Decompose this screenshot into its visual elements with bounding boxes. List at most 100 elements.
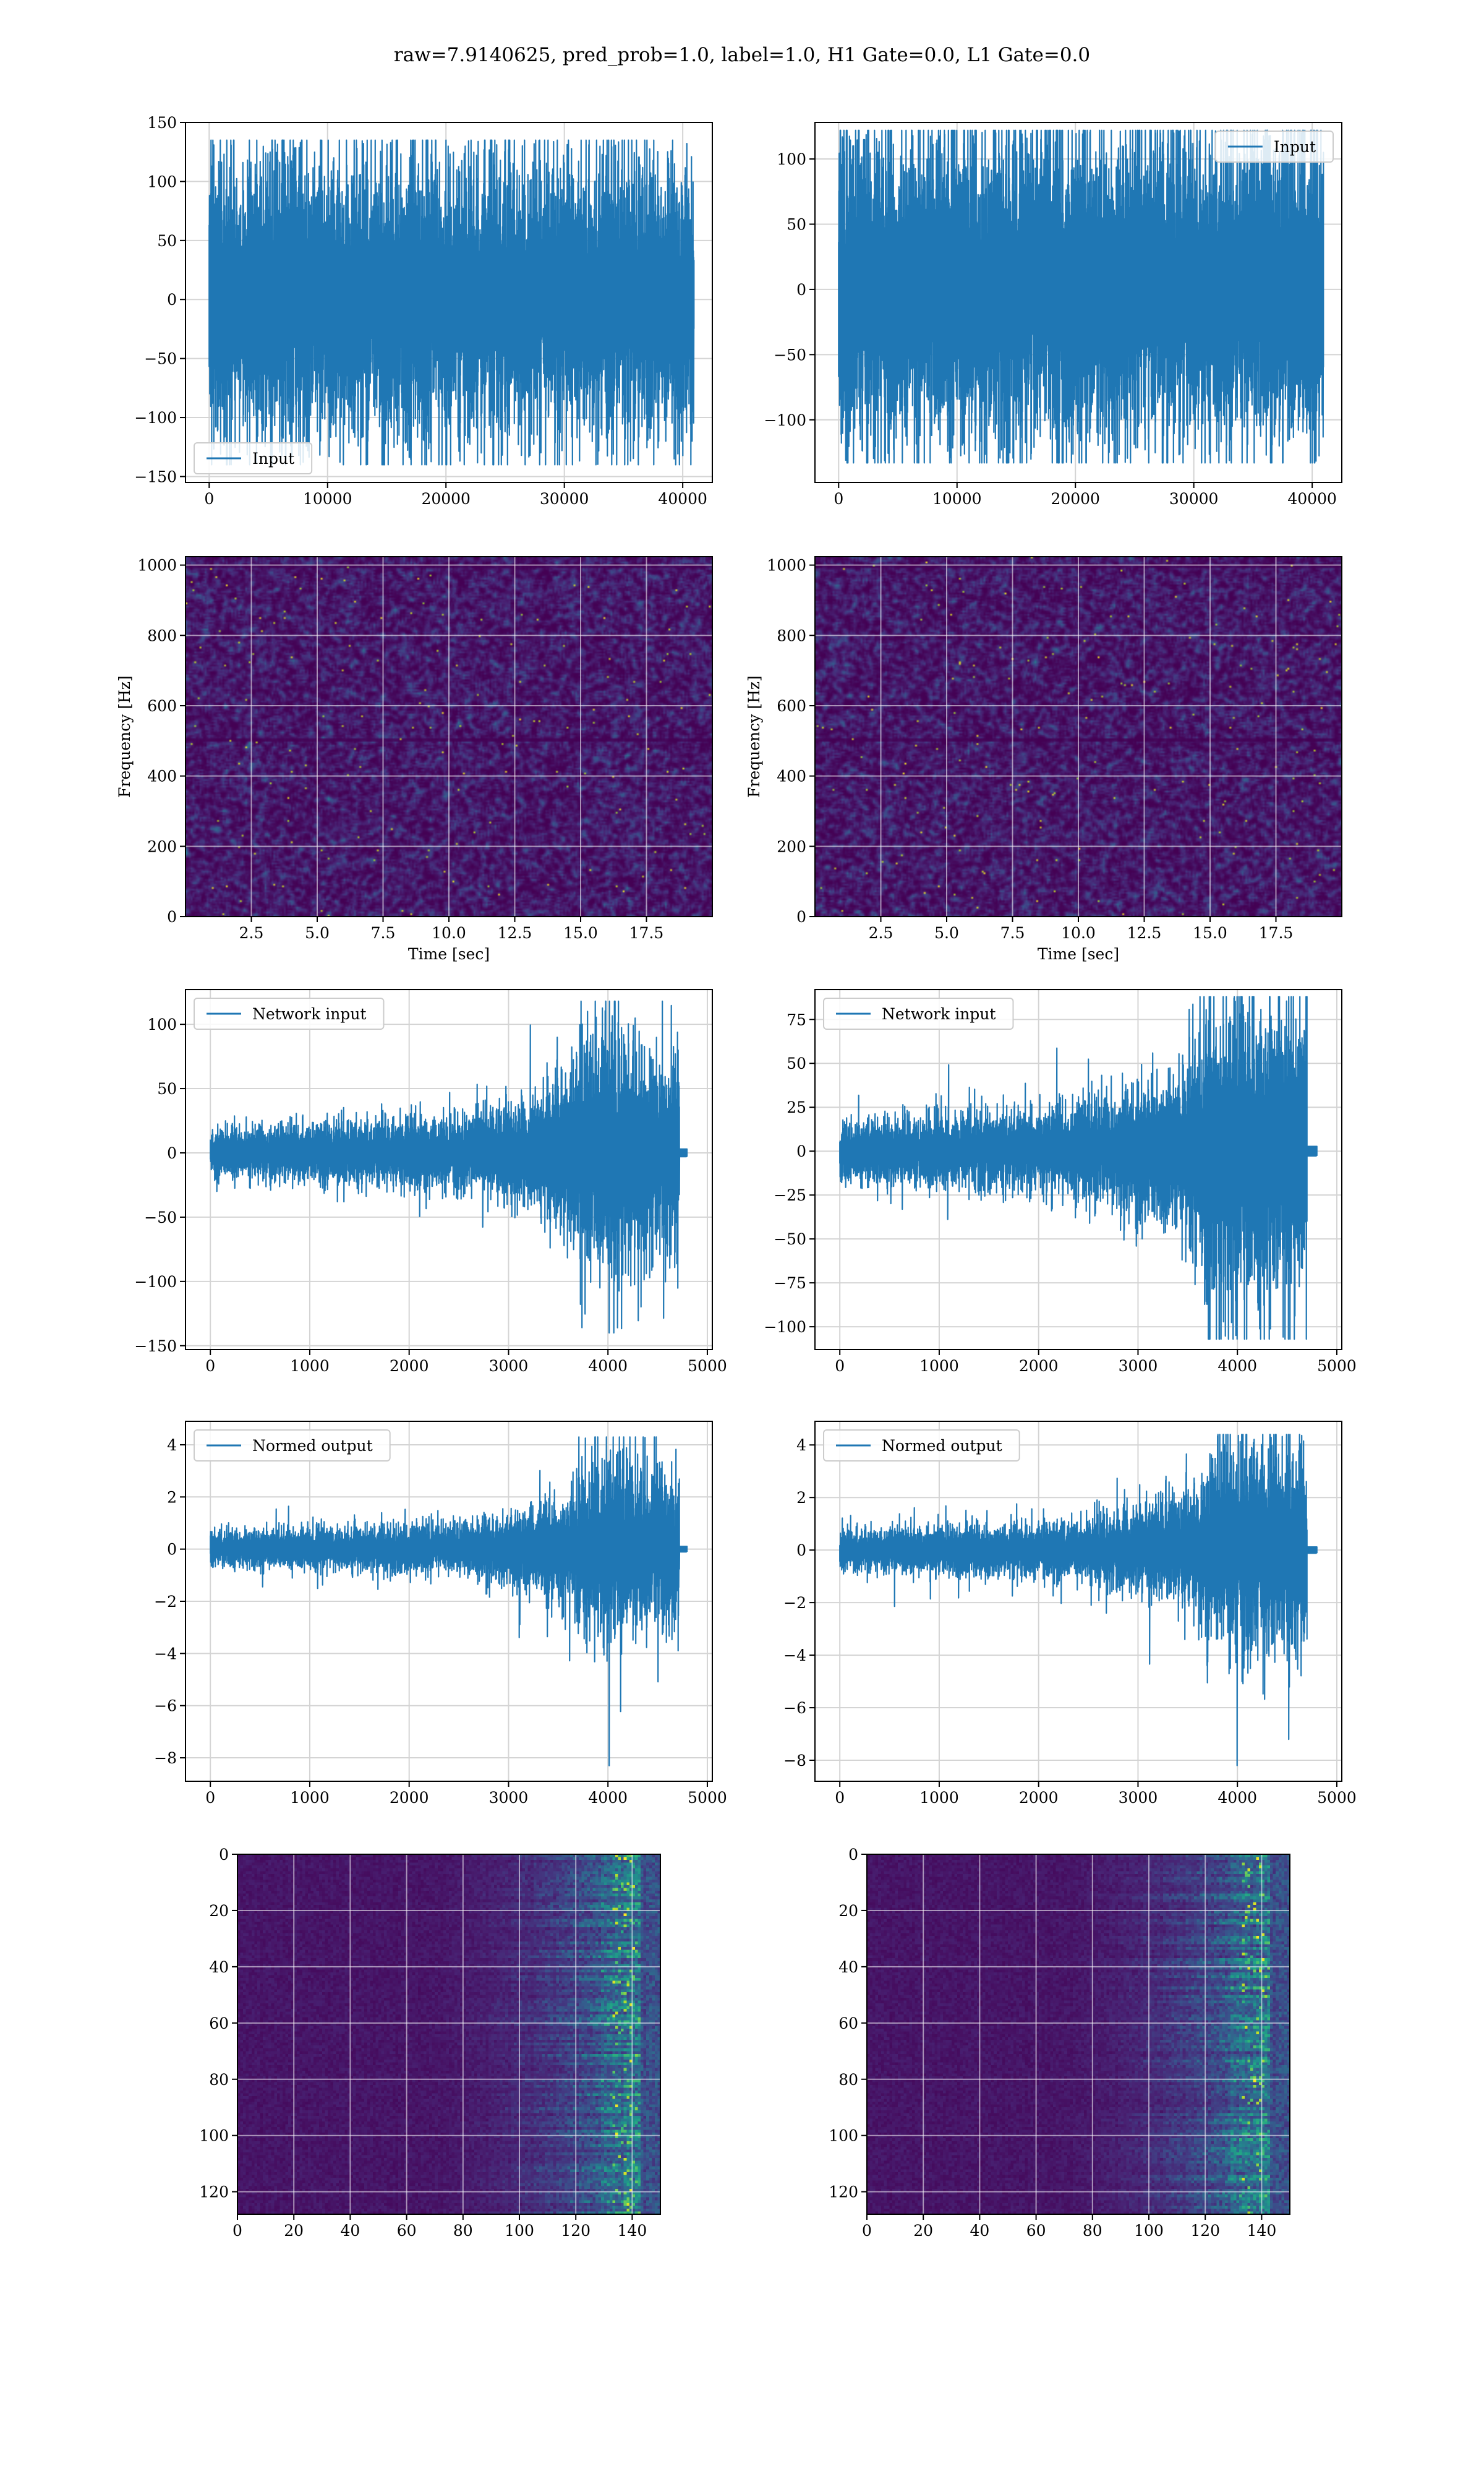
- l1-spectrogram-y-axis-label: Frequency [Hz]: [745, 675, 763, 798]
- x-tick-label: 10000: [932, 490, 982, 508]
- x-tick-label: 0: [835, 1357, 845, 1375]
- legend-box: [194, 442, 313, 474]
- legend-box: [823, 1429, 1020, 1462]
- x-tick-label: 40000: [658, 490, 707, 508]
- x-tick-label: 10.0: [432, 924, 466, 942]
- x-tick-label: 5000: [688, 1357, 727, 1375]
- y-tick-label: −100: [764, 411, 806, 429]
- panels: 0 10000 20000 30000 40000−150−100−5005010015…: [116, 114, 1357, 2240]
- h1-feature-map-frame: [237, 1854, 661, 2215]
- l1-normed-output-ticks: 0 1000 2000 3000 4000 5000 −8 −6 −4 −2 0 2 4: [783, 1436, 1357, 1807]
- x-tick-label: 4000: [588, 1789, 628, 1807]
- y-tick-label: 100: [147, 1016, 177, 1034]
- l1-network-input-frame: [814, 989, 1342, 1350]
- x-tick-label: 30000: [1169, 490, 1219, 508]
- y-tick-label: 60: [838, 2014, 858, 2032]
- y-tick-label: −50: [144, 1209, 177, 1226]
- x-tick-label: 3000: [489, 1357, 529, 1375]
- y-tick-label: 100: [777, 150, 806, 168]
- legend-box: [194, 1429, 391, 1462]
- x-tick-label: 12.5: [498, 924, 532, 942]
- x-tick-label: 3000: [1119, 1789, 1158, 1807]
- x-tick-label: 5000: [1317, 1357, 1357, 1375]
- l1-feature-map-grid: [867, 1854, 1290, 2214]
- x-tick-label: 3000: [489, 1789, 529, 1807]
- x-tick-label: 5.0: [305, 924, 330, 942]
- x-tick-label: 5000: [688, 1789, 727, 1807]
- y-tick-label: 0: [796, 281, 806, 299]
- y-tick-label: 4: [796, 1436, 806, 1454]
- y-tick-label: 100: [199, 2127, 229, 2145]
- y-tick-label: 0: [796, 1142, 806, 1160]
- h1-spectrogram-y-axis-label: Frequency [Hz]: [116, 675, 134, 798]
- x-tick-label: 20: [913, 2222, 933, 2240]
- y-tick-label: 2: [167, 1488, 177, 1506]
- x-tick-label: 0: [834, 490, 843, 508]
- x-tick-label: 17.5: [1259, 924, 1294, 942]
- y-tick-label: 150: [147, 114, 177, 132]
- l1-network-input-plot-content: [815, 990, 1342, 1350]
- l1-network-input-legend: Network input: [823, 998, 1014, 1030]
- x-tick-label: 5000: [1317, 1789, 1357, 1807]
- x-tick-label: 3000: [1119, 1357, 1158, 1375]
- x-tick-label: 140: [1247, 2222, 1277, 2240]
- x-tick-label: 140: [618, 2222, 647, 2240]
- y-tick-label: 800: [777, 627, 806, 644]
- legend-box: [194, 998, 385, 1030]
- x-tick-label: 120: [561, 2222, 591, 2240]
- legend-label: Input: [252, 450, 294, 468]
- y-tick-label: −100: [134, 1273, 177, 1291]
- y-tick-label: 50: [787, 1055, 806, 1072]
- y-tick-label: −75: [774, 1274, 806, 1292]
- l1-network-input-series-line: [839, 996, 1318, 1340]
- y-tick-label: −100: [134, 409, 177, 427]
- x-tick-label: 100: [1134, 2222, 1164, 2240]
- y-tick-label: 75: [787, 1011, 806, 1029]
- x-tick-label: 10.0: [1061, 924, 1096, 942]
- h1-feature-map-ticks: 0 20 40 60 80 100 120 140 0 20 40 60 80 100 120: [199, 1846, 647, 2240]
- figure-suptitle: raw=7.9140625, pred_prob=1.0, label=1.0,…: [394, 44, 1090, 66]
- y-tick-label: −50: [774, 1230, 806, 1248]
- y-tick-label: −6: [154, 1697, 177, 1715]
- y-tick-label: 20: [209, 1902, 229, 1920]
- y-tick-label: −25: [774, 1186, 806, 1204]
- y-tick-label: 120: [829, 2183, 858, 2201]
- y-tick-label: 100: [147, 173, 177, 190]
- x-tick-label: 20000: [421, 490, 471, 508]
- y-tick-label: 40: [838, 1958, 858, 1976]
- x-tick-label: 40000: [1287, 490, 1337, 508]
- h1-feature-map-heatmap-image: [237, 1854, 660, 2214]
- h1-normed-output-ticks: 0 1000 2000 3000 4000 5000 −8 −6 −4 −2 0 2 4: [154, 1436, 727, 1807]
- legend-label: Normed output: [882, 1437, 1002, 1455]
- x-tick-label: 15.0: [1193, 924, 1227, 942]
- x-tick-label: 5.0: [934, 924, 959, 942]
- y-tick-label: −100: [764, 1318, 806, 1336]
- x-tick-label: 60: [1026, 2222, 1046, 2240]
- y-tick-label: 0: [167, 908, 177, 926]
- l1-spectrogram-x-axis-label: Time [sec]: [1038, 945, 1119, 963]
- x-tick-label: 2000: [390, 1789, 429, 1807]
- y-tick-label: 60: [209, 2014, 229, 2032]
- y-tick-label: 2: [796, 1489, 806, 1507]
- h1-spectrogram-grid: [186, 557, 712, 917]
- y-tick-label: 1000: [137, 557, 177, 575]
- legend-box: [823, 998, 1014, 1030]
- x-tick-label: 4000: [588, 1357, 628, 1375]
- l1-spectrogram-ticks: 2.5 5.0 7.5 10.0 12.5 15.0 17.5 0 200 400 600 800 10…: [767, 557, 1293, 942]
- y-tick-label: 120: [199, 2183, 229, 2201]
- l1-spectrogram-panel: 2.5 5.0 7.5 10.0 12.5 15.0 17.5 0 200 400 600 800 10…: [745, 556, 1342, 963]
- l1-network-input-ticks: 0 1000 2000 3000 4000 5000 −100 −75 −50 −25 0 25 50 7…: [764, 1011, 1356, 1375]
- y-tick-label: 4: [167, 1436, 177, 1454]
- x-tick-label: 7.5: [1000, 924, 1025, 942]
- y-tick-label: 400: [777, 768, 806, 785]
- h1-feature-map-panel: 0 20 40 60 80 100 120 140 0 20 40 60 80 100 120: [199, 1846, 661, 2240]
- h1-input-panel: 0 10000 20000 30000 40000 −150 −100 −50 0 50 100 15…: [134, 114, 713, 508]
- x-tick-label: 20000: [1051, 490, 1100, 508]
- x-tick-label: 30000: [540, 490, 589, 508]
- y-tick-label: 40: [209, 1958, 229, 1976]
- x-tick-label: 4000: [1217, 1357, 1257, 1375]
- y-tick-label: 400: [147, 768, 177, 785]
- h1-input-series-line: [208, 139, 695, 466]
- y-tick-label: 200: [777, 837, 806, 855]
